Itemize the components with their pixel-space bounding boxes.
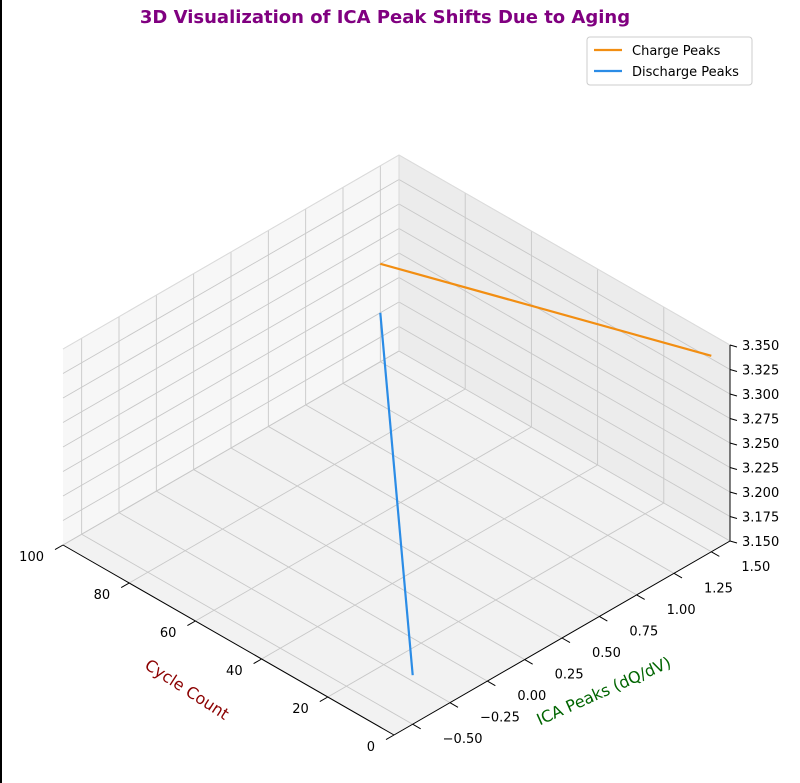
grid-z-left-wall xyxy=(62,179,400,374)
grid-y-floor xyxy=(305,404,637,596)
grid-z-left-wall xyxy=(62,252,400,448)
y-tick xyxy=(673,572,683,579)
pane-edge xyxy=(398,154,731,346)
pane-edge xyxy=(62,154,400,350)
y-tick-label: 0.25 xyxy=(555,668,584,683)
z-tick xyxy=(729,442,738,446)
y-tick-label: 1.00 xyxy=(667,603,696,618)
z-tick xyxy=(729,344,738,348)
z-tick xyxy=(729,516,738,519)
legend-label-charge: Charge Peaks xyxy=(632,44,721,59)
y-tick-label: −0.25 xyxy=(480,711,520,726)
x-axis-label: Cycle Count xyxy=(141,655,232,723)
grid-y-floor xyxy=(230,447,563,639)
discharge-peaks-line xyxy=(379,312,414,676)
grid-y-floor xyxy=(156,490,488,682)
y-tick xyxy=(561,637,571,644)
x-tick-label: 20 xyxy=(292,702,309,717)
chart-title: 3D Visualization of ICA Peak Shifts Due … xyxy=(140,7,630,28)
y-tick xyxy=(412,723,421,730)
grid-z-left-wall xyxy=(62,203,400,399)
y-axis-label: ICA Peaks (dQ/dV) xyxy=(534,653,674,729)
grid-z-left-wall xyxy=(62,326,400,521)
x-tick xyxy=(385,734,395,741)
y-tick xyxy=(449,702,459,708)
z-tick xyxy=(729,418,738,421)
z-tick-label: 3.150 xyxy=(742,535,779,550)
chart-legend: Charge Peaks Discharge Peaks xyxy=(586,36,753,86)
x-tick xyxy=(54,544,64,551)
grid-y-floor xyxy=(81,533,413,725)
x-tick-label: 60 xyxy=(160,626,177,641)
y-tick-label: 0.75 xyxy=(629,624,658,639)
x-tick xyxy=(253,658,262,665)
z-tick xyxy=(729,467,738,470)
grid-z-right-wall xyxy=(398,179,731,370)
x-tick xyxy=(120,582,130,589)
window-edge xyxy=(0,0,2,783)
z-tick-label: 3.325 xyxy=(742,364,779,379)
grid-y-floor xyxy=(193,469,525,660)
y-tick xyxy=(599,616,608,622)
grid-z-right-wall xyxy=(398,228,731,419)
y-tick xyxy=(636,594,645,600)
grid-z-left-wall xyxy=(62,350,400,546)
x-axis-line xyxy=(62,544,395,736)
z-tick xyxy=(729,540,738,544)
legend-label-discharge: Discharge Peaks xyxy=(632,65,739,80)
grid-z-left-wall xyxy=(62,228,400,423)
x-tick-label: 100 xyxy=(19,550,44,565)
y-tick xyxy=(487,680,496,687)
charge-peaks-line xyxy=(380,262,712,357)
z-tick-label: 3.225 xyxy=(742,462,779,477)
x-tick-label: 0 xyxy=(367,740,375,755)
grid-y-floor xyxy=(380,361,712,553)
y-tick-label: 1.50 xyxy=(741,560,770,575)
legend-box xyxy=(586,36,753,86)
x-tick xyxy=(319,696,329,703)
y-tick xyxy=(524,659,533,665)
z-tick-label: 3.275 xyxy=(742,413,779,428)
grid-z-left-wall xyxy=(62,277,400,472)
z-tick xyxy=(729,491,738,495)
grid-z-right-wall xyxy=(398,301,731,493)
grid-z-right-wall xyxy=(398,203,731,395)
grid-z-right-wall xyxy=(398,326,731,517)
grid-y-floor xyxy=(118,512,451,704)
x-tick-label: 40 xyxy=(226,664,243,679)
z-tick xyxy=(729,393,738,397)
grid-z-right-wall xyxy=(398,277,731,468)
grid-y-floor xyxy=(342,382,675,574)
grid-y-floor xyxy=(268,426,600,617)
y-tick-label: 0.00 xyxy=(517,689,546,704)
z-tick-label: 3.300 xyxy=(742,388,779,403)
grid-z-right-wall xyxy=(398,350,731,542)
y-tick-label: −0.50 xyxy=(443,732,483,747)
z-tick xyxy=(729,369,738,372)
y-tick xyxy=(711,551,720,557)
z-tick-label: 3.350 xyxy=(742,339,779,354)
z-tick-label: 3.200 xyxy=(742,486,779,501)
grid-z-left-wall xyxy=(62,301,400,497)
y-tick-label: 1.25 xyxy=(704,581,733,596)
y-tick-label: 0.50 xyxy=(592,646,621,661)
z-tick-label: 3.175 xyxy=(742,511,779,526)
x-tick xyxy=(187,620,196,627)
z-tick-label: 3.250 xyxy=(742,437,779,452)
x-tick-label: 80 xyxy=(94,588,111,603)
